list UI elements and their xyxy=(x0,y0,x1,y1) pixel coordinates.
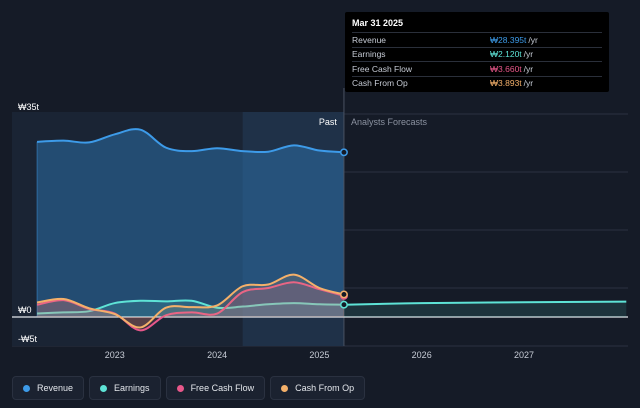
x-tick-label: 2027 xyxy=(514,350,534,360)
earnings-dot-icon xyxy=(100,384,108,392)
tooltip-label: Free Cash Flow xyxy=(352,63,412,74)
legend-label: Free Cash Flow xyxy=(190,383,255,393)
tooltip-value: ₩3.660t xyxy=(490,63,522,74)
tooltip-label: Cash From Op xyxy=(352,78,408,89)
data-tooltip: Mar 31 2025 Revenue ₩28.395t /yr Earning… xyxy=(345,12,609,92)
tooltip-unit: /yr xyxy=(523,78,534,89)
cash-from-op-line xyxy=(36,273,345,329)
tooltip-row-revenue: Revenue ₩28.395t /yr xyxy=(352,32,602,47)
y-tick-label: -₩5t xyxy=(18,334,37,344)
tooltip-label: Earnings xyxy=(352,49,386,60)
earnings-endpoint xyxy=(340,300,348,309)
earnings-line xyxy=(37,299,344,315)
free-cash-flow-area xyxy=(37,282,344,331)
tooltip-value: ₩2.120t xyxy=(490,49,522,60)
tooltip-unit: /yr xyxy=(523,49,534,60)
cash-from-op-dot-icon xyxy=(281,384,289,392)
legend-label: Earnings xyxy=(114,383,150,393)
tooltip-value: ₩28.395t xyxy=(490,34,527,45)
revenue-dot-icon xyxy=(23,384,30,392)
tooltip-unit: /yr xyxy=(528,34,538,45)
x-tick-label: 2026 xyxy=(412,350,432,360)
chart-legend: Revenue Earnings Free Cash Flow Cash Fro… xyxy=(12,376,366,400)
legend-item-cash-from-op[interactable]: Cash From Op xyxy=(270,376,366,400)
earnings-forecast-line xyxy=(343,300,627,306)
revenue-endpoint xyxy=(340,148,348,157)
legend-label: Revenue xyxy=(37,383,74,393)
revenue-area xyxy=(37,129,344,317)
tooltip-row-earnings: Earnings ₩2.120t /yr xyxy=(352,46,602,62)
x-tick-label: 2023 xyxy=(105,350,125,360)
tooltip-unit: /yr xyxy=(523,63,534,74)
tooltip-row-cash-from-op: Cash From Op ₩3.893t /yr xyxy=(352,75,602,91)
legend-item-earnings[interactable]: Earnings xyxy=(89,376,161,400)
forecast-label: Analysts Forecasts xyxy=(351,117,428,127)
free-cash-flow-dot-icon xyxy=(176,384,184,392)
y-tick-label: ₩35t xyxy=(18,102,40,112)
x-tick-label: 2025 xyxy=(309,350,329,360)
cash-from-op-endpoint xyxy=(340,290,348,299)
past-label: Past xyxy=(319,117,338,127)
legend-item-revenue[interactable]: Revenue xyxy=(12,376,85,400)
legend-item-free-cash-flow[interactable]: Free Cash Flow xyxy=(165,376,266,400)
tooltip-label: Revenue xyxy=(352,34,387,45)
y-tick-label: ₩0 xyxy=(18,305,32,315)
earnings-forecast-area xyxy=(343,301,627,317)
revenue-line xyxy=(37,128,345,154)
legend-label: Cash From Op xyxy=(295,383,355,393)
tooltip-row-free-cash-flow: Free Cash Flow ₩3.660t /yr xyxy=(352,61,602,76)
tooltip-value: ₩3.893t xyxy=(490,78,522,89)
x-tick-label: 2024 xyxy=(207,350,227,360)
tooltip-date: Mar 31 2025 xyxy=(352,18,404,28)
